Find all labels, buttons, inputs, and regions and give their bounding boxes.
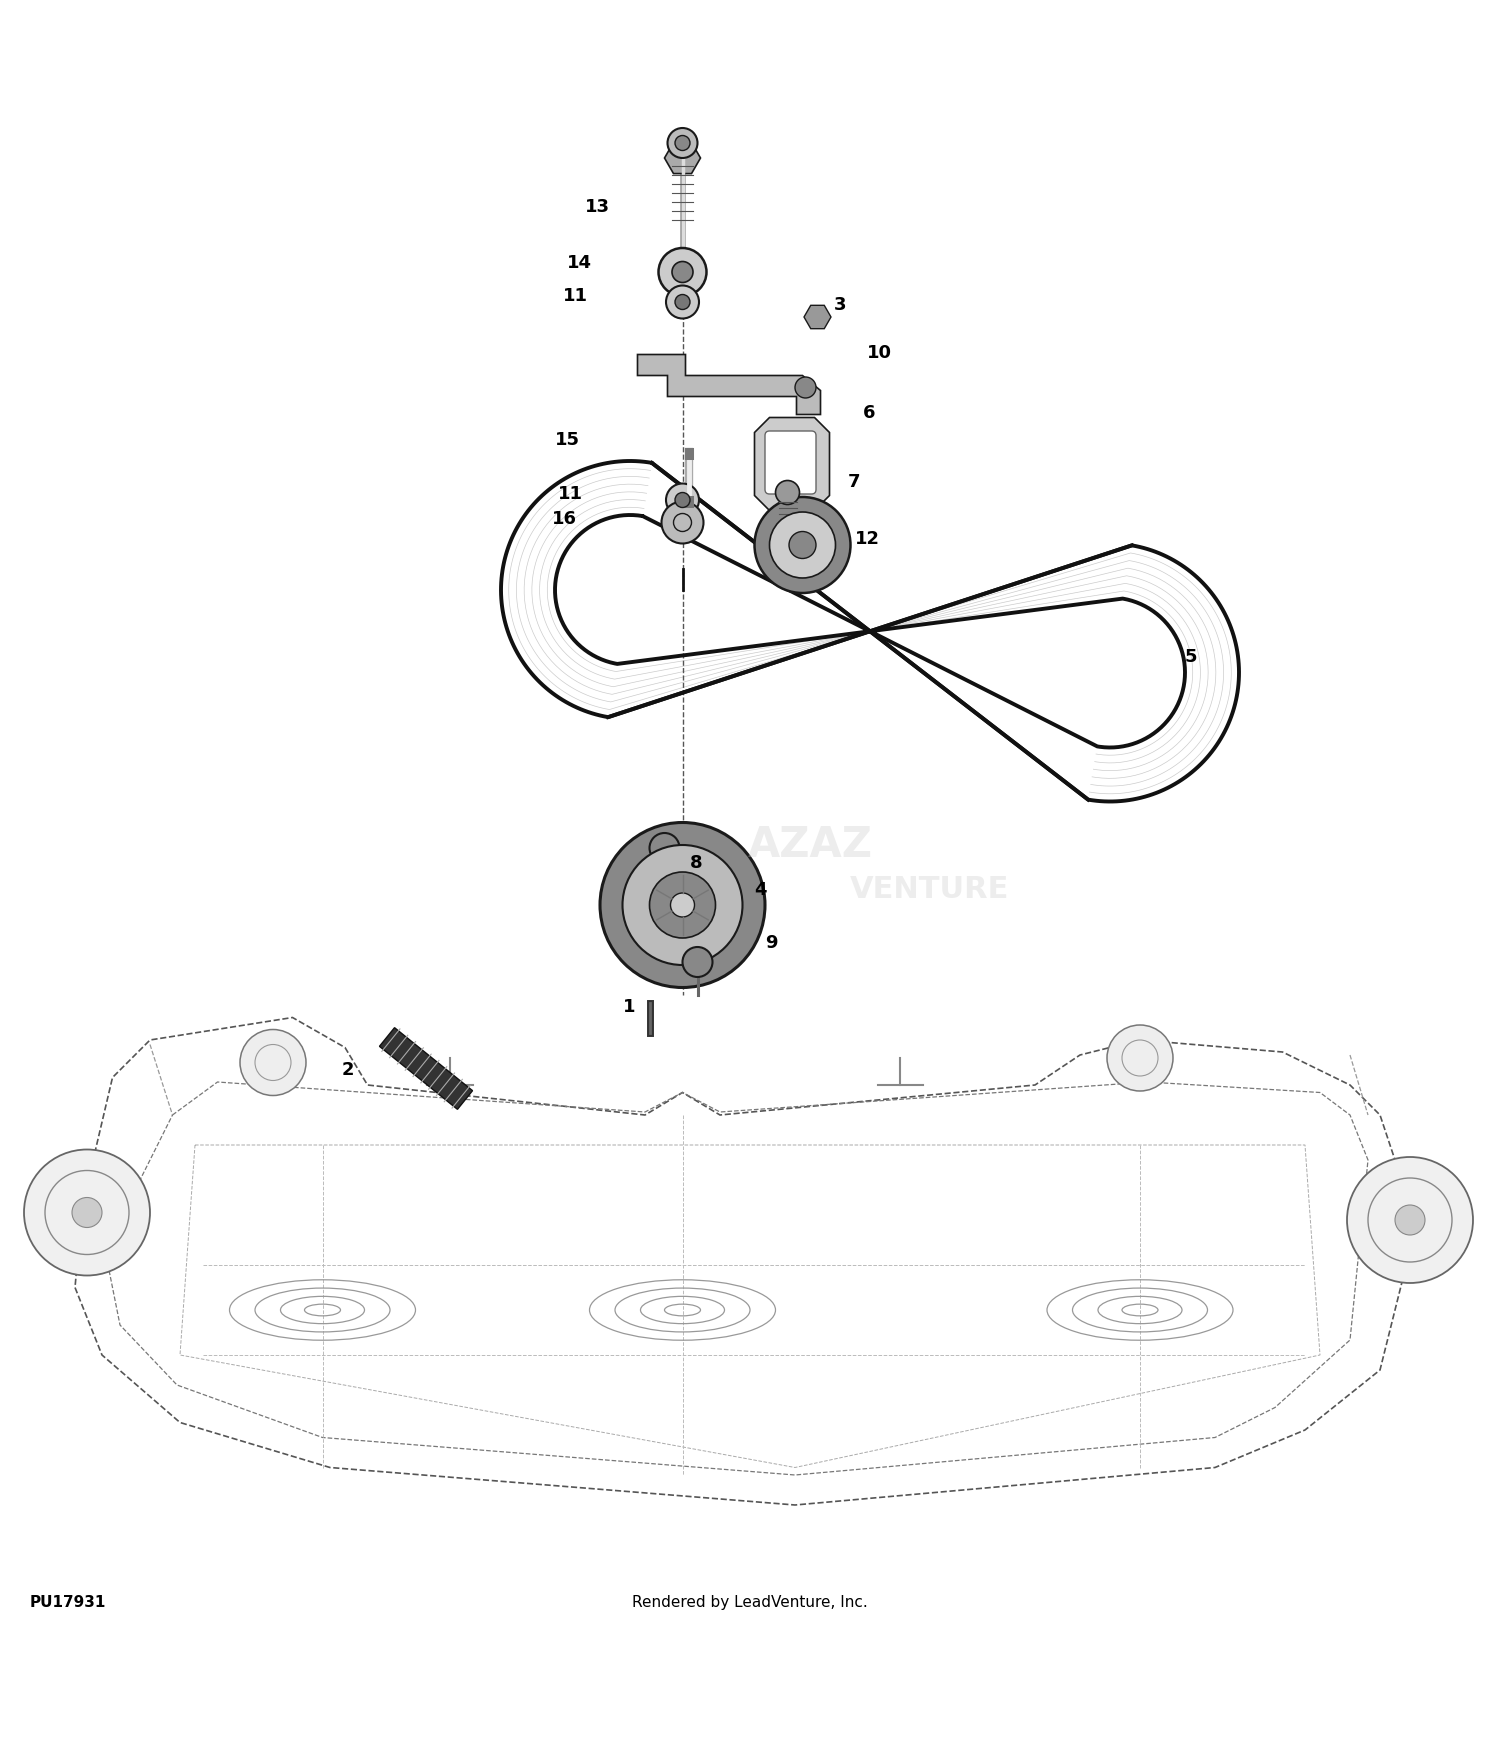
Circle shape — [670, 892, 694, 917]
Polygon shape — [380, 1027, 472, 1110]
Circle shape — [754, 497, 850, 593]
Circle shape — [650, 833, 680, 863]
Text: 7: 7 — [847, 473, 859, 492]
Text: VENTURE: VENTURE — [850, 875, 1010, 905]
Circle shape — [789, 532, 816, 558]
Circle shape — [658, 248, 706, 296]
Circle shape — [600, 822, 765, 987]
Polygon shape — [754, 418, 830, 511]
Text: 14: 14 — [567, 254, 592, 271]
FancyBboxPatch shape — [765, 430, 816, 493]
Circle shape — [622, 845, 742, 964]
Text: 8: 8 — [690, 854, 702, 872]
Text: 10: 10 — [867, 345, 892, 362]
Polygon shape — [804, 304, 831, 329]
Text: 4: 4 — [754, 880, 766, 900]
Circle shape — [1347, 1157, 1473, 1283]
Circle shape — [72, 1197, 102, 1227]
Circle shape — [666, 483, 699, 516]
Text: 2: 2 — [342, 1060, 354, 1080]
Text: PU17931: PU17931 — [30, 1594, 106, 1610]
Polygon shape — [664, 142, 700, 173]
Circle shape — [672, 261, 693, 282]
Polygon shape — [638, 355, 821, 415]
Circle shape — [776, 481, 800, 504]
Text: Rendered by LeadVenture, Inc.: Rendered by LeadVenture, Inc. — [632, 1594, 868, 1610]
Text: 3: 3 — [834, 296, 846, 313]
Circle shape — [675, 492, 690, 508]
Text: 6: 6 — [862, 404, 874, 422]
Circle shape — [1107, 1026, 1173, 1090]
Circle shape — [1395, 1206, 1425, 1236]
Text: 11: 11 — [562, 287, 588, 304]
Text: AZAZ: AZAZ — [747, 824, 873, 866]
Circle shape — [675, 135, 690, 150]
Text: 13: 13 — [585, 198, 610, 217]
Circle shape — [662, 502, 704, 544]
Text: 9: 9 — [765, 933, 777, 952]
Text: 12: 12 — [855, 530, 880, 548]
Circle shape — [668, 128, 698, 158]
Text: 11: 11 — [558, 485, 584, 502]
Circle shape — [675, 294, 690, 310]
Circle shape — [666, 285, 699, 318]
Circle shape — [682, 947, 712, 977]
Circle shape — [795, 376, 816, 397]
Text: 15: 15 — [555, 430, 580, 450]
Text: 16: 16 — [552, 511, 578, 528]
Circle shape — [650, 872, 716, 938]
Text: 5: 5 — [1185, 649, 1197, 667]
Circle shape — [770, 513, 836, 578]
Circle shape — [240, 1029, 306, 1096]
Circle shape — [24, 1150, 150, 1276]
Text: 1: 1 — [622, 997, 634, 1017]
